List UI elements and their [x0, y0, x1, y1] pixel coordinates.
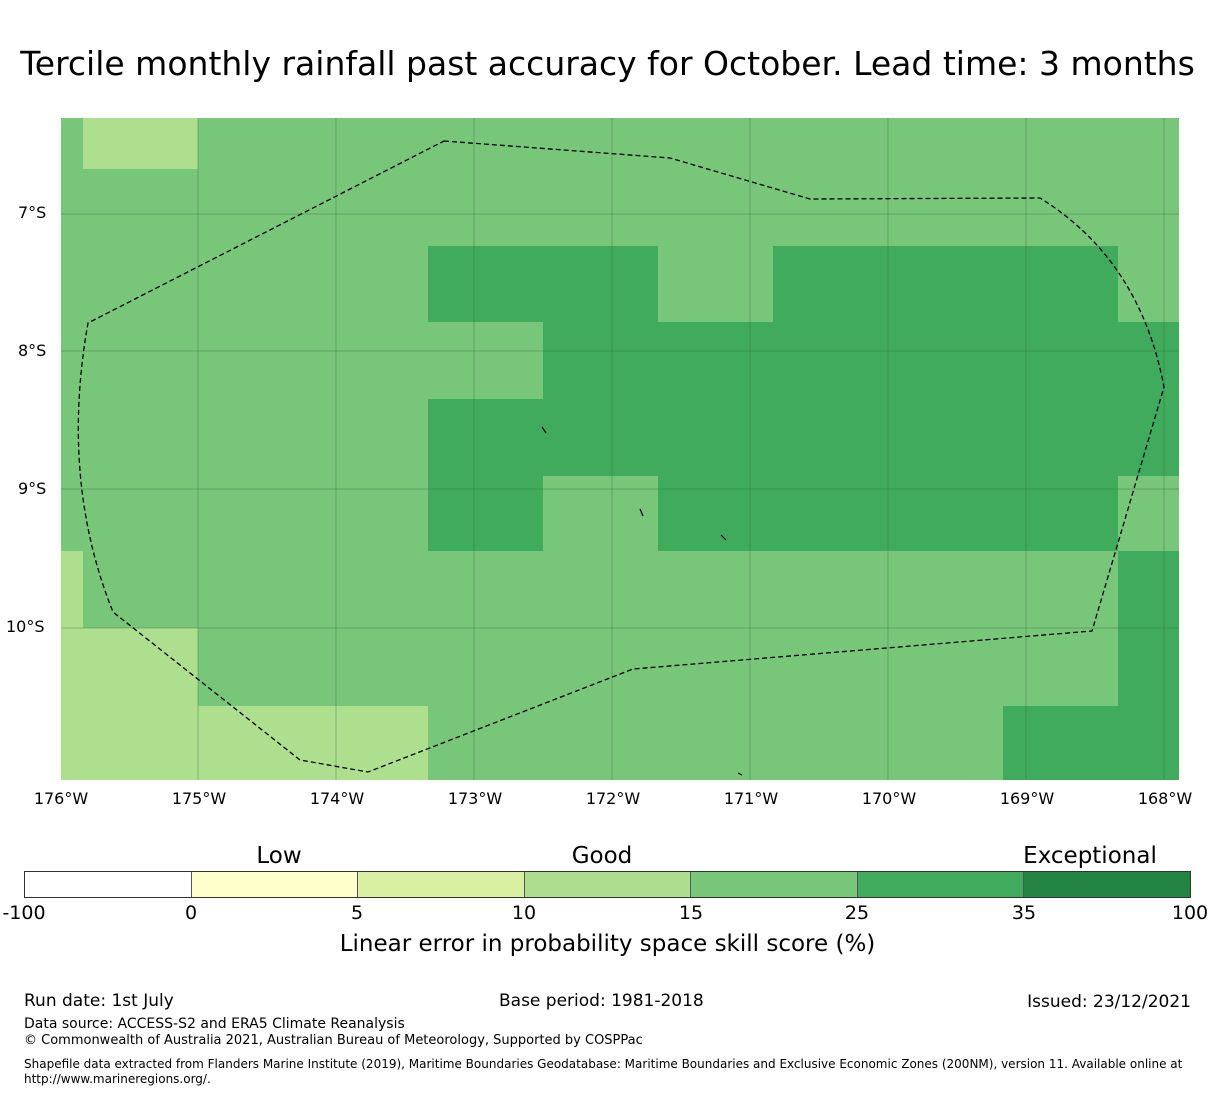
lon-label-175w: 175°W — [171, 789, 227, 808]
lon-label-176w: 176°W — [33, 789, 89, 808]
map-cells — [61, 118, 1179, 780]
colorbar-tick: 35 — [1011, 902, 1037, 924]
island-swains — [737, 772, 743, 776]
map-cell-light — [61, 628, 198, 780]
colorbar-segment — [25, 872, 192, 897]
colorbar-segment — [524, 872, 692, 897]
lon-label-170w: 170°W — [861, 789, 917, 808]
lat-label-7s: 7°S — [18, 203, 47, 222]
colorbar-segment — [358, 872, 525, 897]
issued-date: Issued: 23/12/2021 — [1027, 992, 1191, 1012]
lon-label-172w: 172°W — [585, 789, 641, 808]
colorbar-label: Linear error in probability space skill … — [339, 931, 876, 957]
chart-title: Tercile monthly rainfall past accuracy f… — [20, 44, 1195, 83]
run-date: Run date: 1st July — [24, 991, 174, 1011]
copyright: © Commonwealth of Australia 2021, Austra… — [24, 1033, 643, 1048]
lat-label-10s: 10°S — [6, 617, 45, 636]
lon-label-169w: 169°W — [999, 789, 1055, 808]
colorbar-segment — [191, 872, 359, 897]
shapefile-url: http://www.marineregions.org/. — [24, 1072, 211, 1086]
colorbar-segment — [691, 872, 858, 897]
map-cell-light — [61, 551, 83, 628]
colorbar — [24, 871, 1191, 898]
colorbar-tick: 15 — [678, 902, 704, 924]
map-cell-light — [83, 118, 198, 169]
colorbar-segment — [857, 872, 1025, 897]
base-period: Base period: 1981-2018 — [499, 991, 704, 1011]
colorbar-category-low: Low — [256, 843, 302, 869]
colorbar-tick: 10 — [511, 902, 537, 924]
lon-label-171w: 171°W — [723, 789, 779, 808]
lon-label-173w: 173°W — [447, 789, 503, 808]
map-cell-dark — [773, 246, 1118, 322]
island-fakaofo — [720, 534, 727, 541]
map-cell-dark — [658, 476, 1118, 551]
island-outlines — [541, 426, 743, 776]
colorbar-tick: 100 — [1171, 902, 1209, 924]
colorbar-segment — [1024, 872, 1191, 897]
colorbar-category-good: Good — [571, 843, 633, 869]
colorbar-tick: -100 — [2, 902, 46, 924]
map-cell-dark — [1118, 551, 1179, 706]
skill-map — [61, 118, 1179, 780]
map-cell-dark — [543, 322, 1179, 476]
data-source: Data source: ACCESS-S2 and ERA5 Climate … — [24, 1016, 405, 1032]
colorbar-tick: 25 — [844, 902, 870, 924]
map-cell-dark — [428, 246, 658, 322]
colorbar-category-exceptional: Exceptional — [1023, 843, 1157, 869]
lon-label-174w: 174°W — [309, 789, 365, 808]
map-cell-light — [198, 706, 428, 780]
lat-label-8s: 8°S — [18, 341, 47, 360]
colorbar-tick: 0 — [184, 902, 198, 924]
shapefile-credit: Shapefile data extracted from Flanders M… — [24, 1057, 1183, 1071]
island-nukunonu — [639, 508, 644, 517]
lat-label-9s: 9°S — [18, 479, 47, 498]
gridlines — [61, 118, 1179, 780]
eez-boundary — [77, 140, 1165, 773]
colorbar-tick: 5 — [350, 902, 364, 924]
map-cell-dark — [428, 399, 543, 551]
map-cell-dark — [1003, 706, 1179, 780]
island-atafu — [541, 426, 547, 434]
lon-label-168w: 168°W — [1137, 789, 1193, 808]
